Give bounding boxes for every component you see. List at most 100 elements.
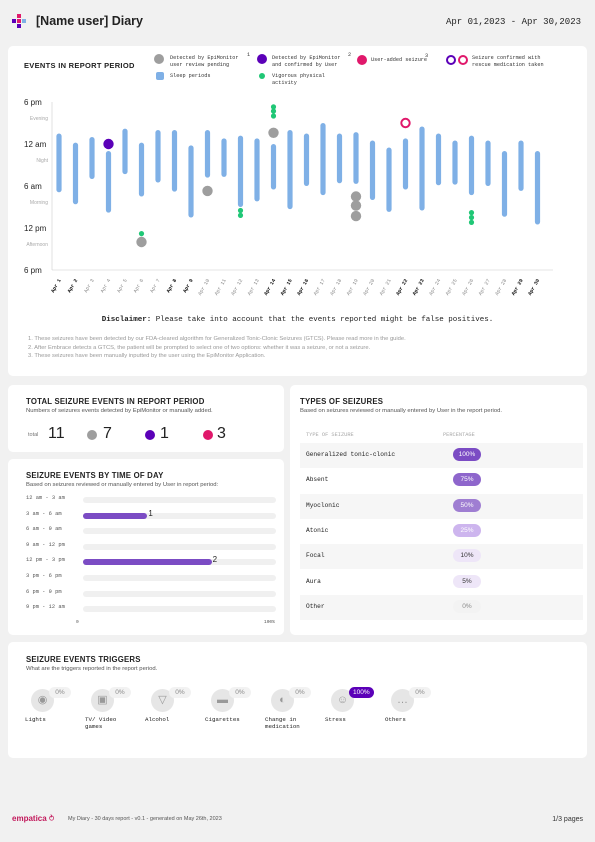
type-name: Other xyxy=(306,602,325,610)
vigorous-point xyxy=(270,104,277,110)
footer-text: My Diary - 30 days report - v0.1 - gener… xyxy=(68,816,222,822)
triggers-subtitle: What are the triggers reported in the re… xyxy=(26,666,158,672)
cocktail-icon: ▽ xyxy=(151,689,174,712)
type-row: Myoclonic 50% xyxy=(300,493,583,519)
x-tick-label: Apr 13 xyxy=(247,278,261,297)
x-tick-label: Apr 20 xyxy=(362,278,376,297)
sleep-bar xyxy=(534,151,541,225)
pill-icon: ◐ xyxy=(271,689,294,712)
legend-confirmed-label: Detected by EpiMonitor and confirmed by … xyxy=(272,55,341,68)
type-row: Focal 10% xyxy=(300,544,583,570)
types-table-header: TYPE OF SEIZURE PERCENTAGE xyxy=(306,432,576,444)
time-slot-label: 12 pm - 3 pm xyxy=(26,557,65,564)
sleep-bar xyxy=(336,133,343,184)
total-card: TOTAL SEIZURE EVENTS IN REPORT PERIOD Nu… xyxy=(8,385,284,452)
total-subtitle: Numbers of seizures events detected by E… xyxy=(26,408,213,414)
x-tick-label: Apr 26 xyxy=(461,278,475,297)
y-tick-label: 6 pm xyxy=(24,266,42,275)
type-row: Atonic 25% xyxy=(300,518,583,544)
sleep-bar xyxy=(188,145,194,218)
confirmed-event-point xyxy=(103,138,114,150)
period-label: Afternoon xyxy=(26,242,48,248)
period-label: Morning xyxy=(30,200,48,206)
x-tick-label: Apr 1 xyxy=(50,278,63,294)
trigger-item: ▬ 0% Cigarettes xyxy=(205,687,271,739)
legend-user-added-icon xyxy=(357,55,367,65)
time-slot-bar xyxy=(83,559,212,566)
y-tick-label: 6 pm xyxy=(24,98,42,107)
x-tick-label: Apr 18 xyxy=(329,278,343,297)
type-row: Absent 75% xyxy=(300,468,583,494)
sleep-bar xyxy=(320,123,326,196)
pending-event-point xyxy=(268,127,279,138)
axis-max-label: 100% xyxy=(264,620,275,625)
type-percentage-badge: 10% xyxy=(453,549,481,563)
type-row: Generalized tonic-clonic 100% xyxy=(300,443,583,468)
footnote-3: 3. These seizures have been manually inp… xyxy=(28,353,266,359)
time-slot-label: 12 am - 3 am xyxy=(26,495,65,501)
sleep-bar xyxy=(518,140,524,191)
trigger-name: Others xyxy=(385,716,406,723)
x-tick-label: Apr 25 xyxy=(445,278,459,297)
sleep-bar xyxy=(402,138,409,190)
vigorous-point xyxy=(468,214,475,221)
rescue-event-point xyxy=(400,117,411,129)
total-title: TOTAL SEIZURE EVENTS IN REPORT PERIOD xyxy=(26,397,205,406)
disclaimer-label: Disclaimer: xyxy=(101,316,152,324)
vigorous-point xyxy=(468,219,475,225)
sleep-bar xyxy=(254,138,260,202)
sleep-bar xyxy=(485,140,491,186)
time-slot-label: 6 am - 9 am xyxy=(26,526,62,533)
x-tick-label: Apr 23 xyxy=(412,278,426,297)
x-tick-label: Apr 16 xyxy=(296,278,310,297)
types-title: TYPES OF SEIZURES xyxy=(300,397,384,406)
time-slot-label: 6 pm - 9 pm xyxy=(26,588,62,595)
time-slot-track xyxy=(83,575,276,581)
legend-user-added-label: User-added seizure xyxy=(371,57,428,63)
time-of-day-card: SEIZURE EVENTS BY TIME OF DAY Based on s… xyxy=(8,459,284,635)
x-tick-label: Apr 28 xyxy=(494,278,508,297)
legend-pending-sup: 1 xyxy=(247,52,251,58)
x-tick-label: Apr 14 xyxy=(263,278,277,297)
sleep-bar xyxy=(122,128,128,175)
trigger-percentage-badge: 100% xyxy=(349,687,374,698)
type-percentage-badge: 50% xyxy=(453,498,481,512)
col-type-header: TYPE OF SEIZURE xyxy=(306,432,354,438)
trigger-percentage-badge: 0% xyxy=(229,687,251,698)
total-count: 11 xyxy=(48,425,65,442)
type-percentage-badge: 0% xyxy=(453,599,481,613)
time-of-day-row: 9 am - 12 pm xyxy=(26,541,276,553)
confirmed-dot-icon xyxy=(145,430,155,440)
x-tick-label: Apr 21 xyxy=(379,278,393,297)
time-slot-track xyxy=(83,606,276,613)
legend-confirmed-sup: 2 xyxy=(348,52,352,58)
type-percentage-badge: 100% xyxy=(453,448,481,461)
trigger-item: ◐ 0% Change in medication xyxy=(265,687,331,739)
x-tick-label: Apr 29 xyxy=(511,278,525,297)
vigorous-point xyxy=(270,113,277,119)
trigger-percentage-badge: 0% xyxy=(409,687,431,698)
vigorous-point xyxy=(237,212,244,218)
type-percentage-badge: 5% xyxy=(453,574,481,588)
footer-brand-text: empatica xyxy=(12,814,47,823)
legend-vigorous-label: Vigorous physical activity xyxy=(272,73,325,86)
pending-event-point xyxy=(202,185,213,197)
brand-logo-icon: ⥁ xyxy=(48,814,55,823)
x-tick-label: Apr 22 xyxy=(395,278,409,297)
pending-event-point xyxy=(136,236,147,248)
sleep-bar xyxy=(419,126,425,211)
footnote-1: 1. These seizures have been detected by … xyxy=(28,336,406,342)
time-slot-label: 3 pm - 6 pm xyxy=(26,573,62,579)
time-slot-label: 9 pm - 12 am xyxy=(26,604,65,611)
logo-icon xyxy=(12,14,26,28)
pending-event-point xyxy=(350,210,362,222)
sleep-bar xyxy=(270,144,277,190)
x-tick-label: Apr 19 xyxy=(346,278,360,297)
x-tick-label: Apr 7 xyxy=(149,278,162,294)
x-tick-label: Apr 10 xyxy=(197,278,211,297)
page-title: [Name user] Diary xyxy=(36,14,143,28)
x-tick-label: Apr 3 xyxy=(83,278,96,294)
trigger-name: TV/ Video games xyxy=(85,716,117,730)
page-number: 1/3 pages xyxy=(552,816,583,823)
x-tick-label: Apr 5 xyxy=(116,278,129,294)
